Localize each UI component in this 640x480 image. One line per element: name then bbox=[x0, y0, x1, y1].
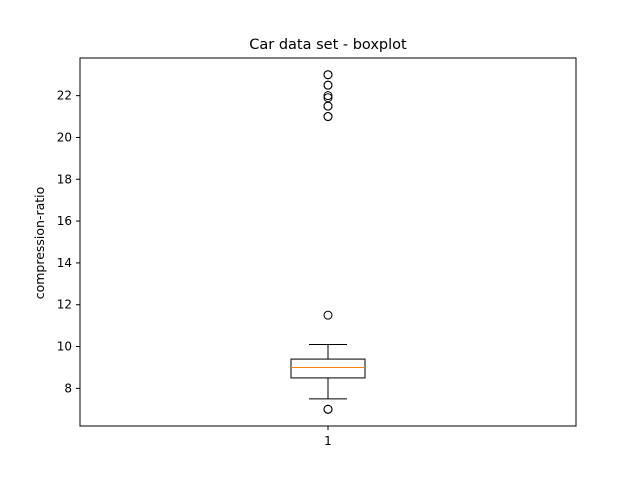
y-tick-label: 10 bbox=[57, 340, 72, 354]
outlier-point bbox=[323, 112, 333, 122]
outlier-point bbox=[323, 70, 333, 80]
y-tick-label: 20 bbox=[57, 130, 72, 144]
iqr-box bbox=[290, 358, 366, 379]
x-tick-label: 1 bbox=[324, 434, 332, 448]
outlier-point bbox=[323, 93, 333, 103]
outlier-point bbox=[323, 404, 333, 414]
outlier-point bbox=[323, 80, 333, 90]
chart-title: Car data set - boxplot bbox=[249, 37, 407, 53]
y-tick-label: 8 bbox=[64, 381, 72, 395]
y-tick-label: 22 bbox=[57, 89, 72, 103]
y-tick-label: 12 bbox=[57, 298, 72, 312]
plot-frame bbox=[79, 57, 577, 427]
y-tick-label: 16 bbox=[57, 214, 72, 228]
y-axis-label: compression-ratio bbox=[32, 187, 47, 300]
outlier-point bbox=[323, 91, 333, 101]
y-tick-label: 18 bbox=[57, 172, 72, 186]
outlier-point bbox=[323, 310, 333, 320]
plot-area: 8 10 12 14 16 18 20 22 1 bbox=[57, 57, 577, 448]
y-tick-label: 14 bbox=[57, 256, 72, 270]
outlier-point bbox=[323, 101, 333, 111]
